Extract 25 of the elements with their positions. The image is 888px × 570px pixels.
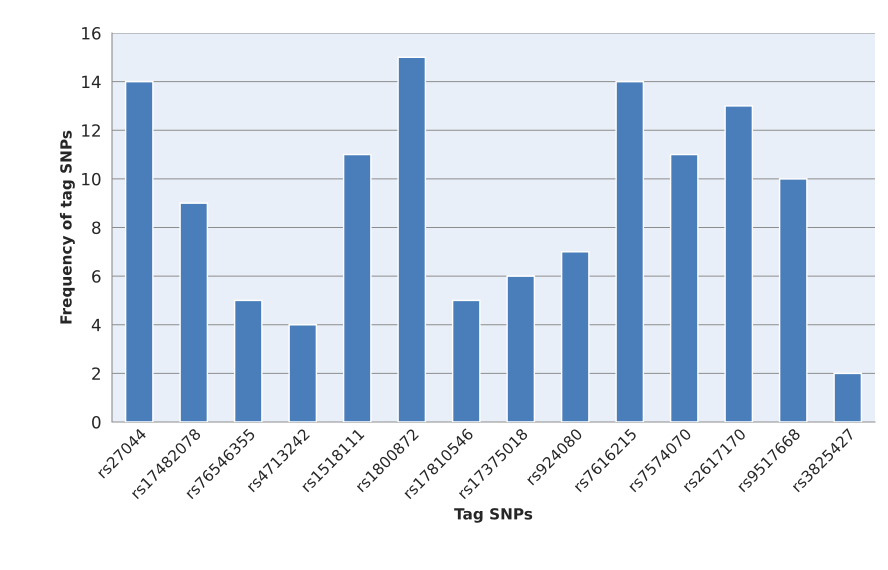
- bar: [234, 300, 263, 422]
- bar: [615, 80, 644, 422]
- bar: [506, 275, 536, 422]
- y-axis-title: Frequency of tag SNPs: [60, 130, 75, 324]
- y-tick-label: 8: [92, 221, 100, 234]
- y-tick-label: 0: [92, 416, 100, 429]
- bar: [288, 324, 318, 422]
- bar: [179, 202, 208, 422]
- y-tick-label: 2: [92, 367, 100, 380]
- bar: [778, 178, 808, 422]
- bar: [397, 56, 426, 422]
- bar: [833, 372, 862, 422]
- bar: [670, 154, 699, 422]
- y-tick-label: 4: [92, 318, 101, 332]
- bar: [342, 154, 372, 422]
- y-tick-label: 6: [92, 270, 101, 283]
- bar: [724, 105, 754, 422]
- y-tick-label: 12: [82, 124, 100, 137]
- bar: [560, 251, 590, 422]
- y-tick-label: 16: [82, 26, 101, 40]
- y-tick-label: 10: [82, 172, 100, 186]
- x-axis-title: Tag SNPs: [454, 508, 532, 523]
- bar: [452, 300, 481, 422]
- bar: [124, 80, 154, 422]
- y-tick-label: 14: [82, 76, 101, 88]
